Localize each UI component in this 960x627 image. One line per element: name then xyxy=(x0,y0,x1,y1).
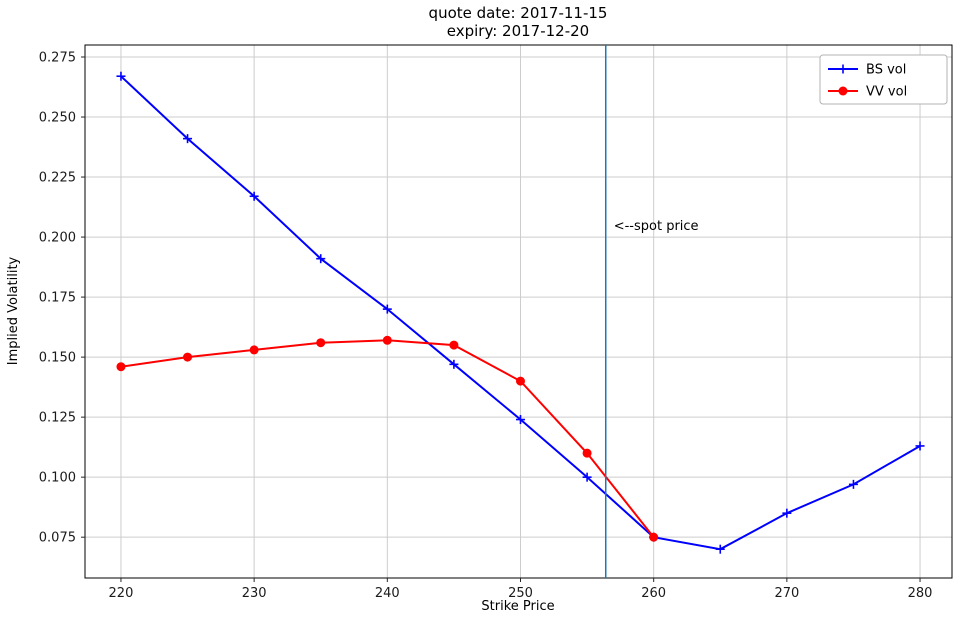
x-tick-label: 270 xyxy=(774,586,799,601)
x-tick-label: 250 xyxy=(508,586,533,601)
x-tick-label: 240 xyxy=(375,586,400,601)
chart-title-line2: expiry: 2017-12-20 xyxy=(447,22,589,40)
vv-vol-marker xyxy=(449,340,459,350)
vv-vol-marker xyxy=(582,448,592,458)
axis-ticks xyxy=(81,56,921,582)
x-tick-label: 280 xyxy=(908,586,933,601)
y-tick-label: 0.200 xyxy=(39,231,76,246)
y-tick-label: 0.100 xyxy=(39,471,76,486)
legend-entry-vv-vol: VV vol xyxy=(828,85,907,100)
y-tick-label: 0.125 xyxy=(39,411,76,426)
plot-border xyxy=(84,44,953,579)
data-series xyxy=(116,71,925,554)
vv-vol-marker xyxy=(116,362,126,372)
vv-vol-marker xyxy=(183,352,193,362)
spot-price-annotation: <--spot price xyxy=(614,219,699,234)
vv-vol-marker xyxy=(649,532,659,542)
legend: BS vol VV vol xyxy=(819,54,948,105)
x-tick-label: 260 xyxy=(641,586,666,601)
y-tick-label: 0.175 xyxy=(39,291,76,306)
x-tick-label: 220 xyxy=(109,586,134,601)
y-tick-label: 0.150 xyxy=(39,351,76,366)
x-axis-label: Strike Price xyxy=(481,599,554,614)
vv-vol-marker xyxy=(515,376,525,386)
vv-vol-marker xyxy=(382,335,392,345)
legend-label-bs-vol: BS vol xyxy=(866,63,906,78)
vv-vol-marker xyxy=(316,338,326,348)
chart-title-line1: quote date: 2017-11-15 xyxy=(429,4,608,22)
legend-entry-bs-vol: BS vol xyxy=(828,63,906,78)
y-tick-label: 0.225 xyxy=(39,171,76,186)
x-tick-label: 230 xyxy=(242,586,267,601)
y-tick-label: 0.075 xyxy=(39,531,76,546)
y-axis-label: Implied Volatility xyxy=(6,256,21,365)
y-tick-label: 0.275 xyxy=(39,51,76,66)
legend-label-vv-vol: VV vol xyxy=(866,85,907,100)
y-tick-label: 0.250 xyxy=(39,111,76,126)
legend-circle-icon xyxy=(838,86,848,96)
vv-vol-marker xyxy=(249,345,259,355)
grid-lines xyxy=(85,45,952,578)
axis-tick-labels: 220 230 240 250 260 270 280 0.075 0.100 0.125 0.15… xyxy=(39,51,933,601)
